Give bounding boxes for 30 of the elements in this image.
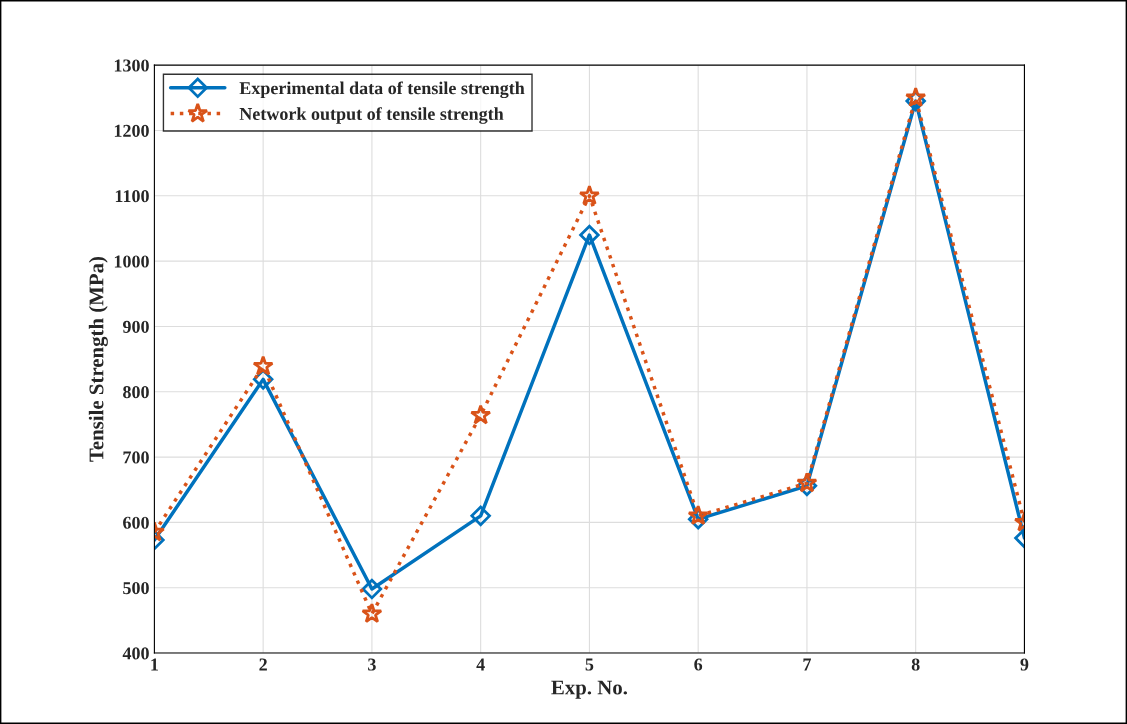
point xyxy=(578,184,601,206)
y-tick-label: 800 xyxy=(123,386,149,399)
x-tick-label: 1 xyxy=(151,658,158,671)
x-tick-label: 8 xyxy=(911,658,920,671)
point xyxy=(470,505,491,527)
x-tick-label: 6 xyxy=(694,658,703,671)
x-tick-label: 5 xyxy=(585,658,594,671)
point xyxy=(579,224,600,246)
legend-label: Experimental data of tensile strength xyxy=(239,81,525,99)
y-tick-label: 700 xyxy=(123,451,149,464)
y-tick-label: 1100 xyxy=(115,190,149,203)
y-tick-label: 1200 xyxy=(114,124,149,137)
y-tick-label: 400 xyxy=(122,647,149,660)
x-axis-title: Exp. No. xyxy=(551,680,627,699)
point xyxy=(361,602,383,624)
x-tick-label: 4 xyxy=(476,658,485,671)
point xyxy=(361,578,383,600)
x-tick-label: 9 xyxy=(1020,658,1029,671)
y-tick-label: 600 xyxy=(123,516,149,529)
legend-label: Network output of tensile strength xyxy=(239,107,504,124)
x-tick-label: 2 xyxy=(259,658,267,671)
x-tick-label: 3 xyxy=(368,658,376,671)
y-tick-label: 1300 xyxy=(114,59,149,72)
y-tick-label: 900 xyxy=(122,320,149,333)
point xyxy=(252,355,274,376)
x-tick-label: 7 xyxy=(803,658,812,671)
y-axis-title: Tensile Strength (MPa) xyxy=(88,257,108,462)
y-tick-label: 500 xyxy=(123,581,149,595)
point xyxy=(470,404,492,425)
y-tick-label: 1000 xyxy=(114,255,149,268)
